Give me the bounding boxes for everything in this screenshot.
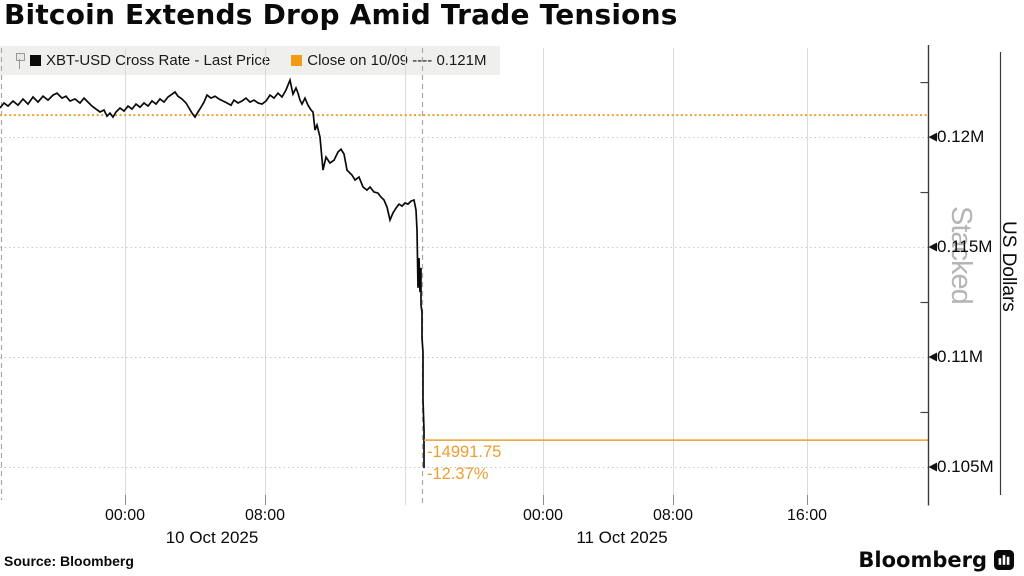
- y-axis-tick-arrow: [928, 132, 937, 142]
- x-axis-time-label: 00:00: [104, 507, 146, 524]
- y-axis-tick-arrow: [928, 462, 937, 472]
- bloomberg-logo: Bloomberg: [858, 548, 1014, 572]
- x-axis-time-label: 08:00: [244, 507, 286, 524]
- y-axis-tick-label: 0.105M: [937, 456, 994, 476]
- y-axis-tick-label: 0.12M: [937, 127, 985, 147]
- bloomberg-wordmark: Bloomberg: [858, 548, 987, 572]
- close-label: Close on 10/09 ---- 0.121M: [307, 52, 487, 69]
- stacked-watermark: Stacked: [945, 206, 977, 304]
- x-axis-day-label: 11 Oct 2025: [576, 528, 668, 547]
- x-axis-time-label: 16:00: [786, 507, 828, 524]
- x-axis-day-label: 10 Oct 2025: [165, 528, 259, 547]
- pin-stem: [19, 58, 20, 69]
- y-axis-tick-label: 0.115M: [937, 237, 993, 257]
- y-axis-tick-arrow: [928, 242, 937, 252]
- y-axis-tick-label: 0.11M: [937, 346, 983, 366]
- close-swatch: [291, 55, 303, 66]
- last-price-swatch: [30, 55, 41, 66]
- x-axis-time-label: 00:00: [522, 507, 564, 524]
- legend-item-close[interactable]: Close on 10/09 ---- 0.121M: [291, 52, 487, 69]
- pin-icon[interactable]: [15, 52, 25, 70]
- chart-legend[interactable]: XBT-USD Cross Rate - Last Price Close on…: [0, 46, 500, 75]
- bloomberg-icon: [994, 550, 1014, 570]
- legend-item-last-price[interactable]: XBT-USD Cross Rate - Last Price: [30, 52, 270, 69]
- change-percent-label: -12.37%: [427, 465, 489, 483]
- price-line: [0, 77, 425, 469]
- page-title: Bitcoin Extends Drop Amid Trade Tensions: [4, 0, 678, 31]
- y-axis-tick-arrow: [928, 352, 937, 362]
- pin-head: [16, 52, 25, 61]
- change-absolute-label: -14991.75: [427, 443, 502, 461]
- x-axis-time-label: 08:00: [652, 507, 694, 524]
- y-axis-title: US Dollars: [998, 221, 1019, 312]
- last-price-label: XBT-USD Cross Rate - Last Price: [46, 52, 271, 69]
- source-attribution: Source: Bloomberg: [4, 553, 134, 569]
